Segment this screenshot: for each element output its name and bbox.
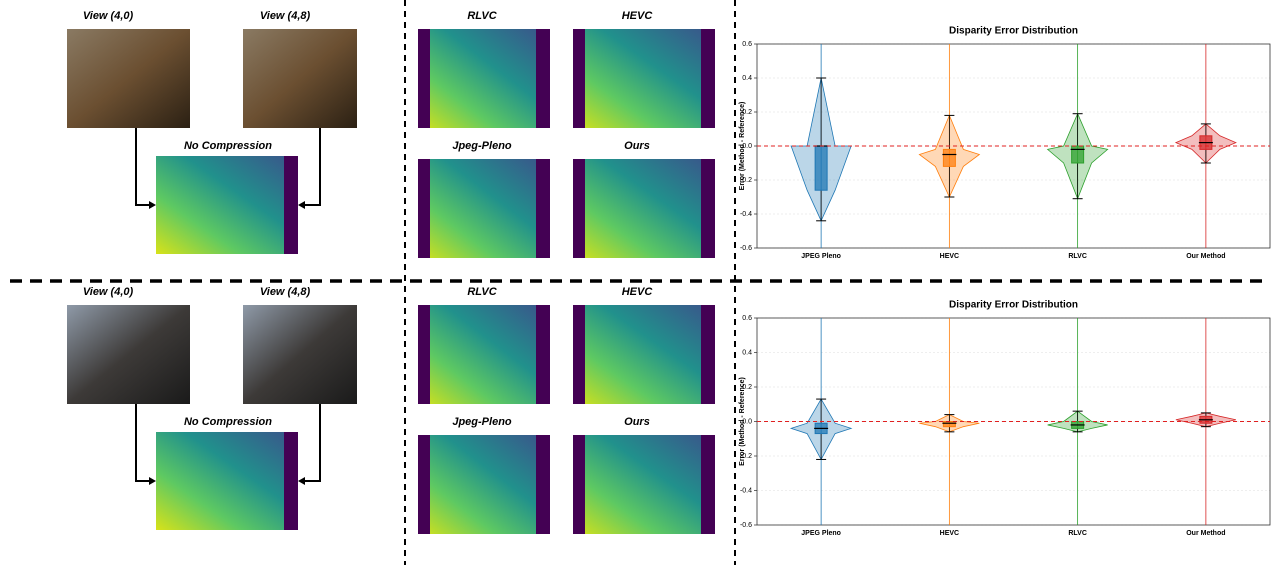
- box: [942, 148, 956, 167]
- x-tick-label: Our Method: [1186, 253, 1225, 260]
- view-image: [67, 305, 190, 404]
- map-border: [284, 432, 298, 530]
- x-tick-label: JPEG Pleno: [801, 530, 841, 537]
- y-tick-label: 0.2: [742, 109, 752, 116]
- map-border: [701, 305, 715, 404]
- y-tick-label: -0.4: [740, 487, 752, 494]
- arrow: [303, 404, 321, 482]
- map-border: [573, 159, 585, 258]
- y-axis-label: Error (Method - Reference): [739, 102, 746, 191]
- disparity-map: [573, 159, 715, 258]
- method-label: HEVC: [622, 10, 654, 22]
- map-border: [284, 156, 298, 254]
- map-border: [418, 435, 430, 534]
- disparity-map: [573, 29, 715, 128]
- y-tick-label: 0.4: [742, 75, 752, 82]
- map-border: [536, 435, 550, 534]
- x-tick-label: RLVC: [1068, 253, 1087, 260]
- y-tick-label: -0.4: [740, 211, 752, 218]
- arrow: [135, 128, 151, 206]
- disparity-map: [573, 305, 715, 404]
- box: [1071, 145, 1085, 164]
- method-label: RLVC: [467, 286, 497, 298]
- map-border: [573, 305, 585, 404]
- map-border: [701, 29, 715, 128]
- disparity-map: [156, 432, 298, 530]
- disparity-map: [418, 435, 548, 534]
- arrow: [303, 128, 321, 206]
- arrow-head: [298, 477, 305, 485]
- method-label: Jpeg-Pleno: [452, 140, 512, 152]
- disparity-map: [418, 159, 548, 258]
- view-image: [243, 29, 357, 128]
- method-label: HEVC: [622, 286, 654, 298]
- arrow: [135, 404, 151, 482]
- map-border: [536, 29, 550, 128]
- x-tick-label: HEVC: [940, 253, 959, 260]
- view-label: View (4,0): [83, 286, 134, 298]
- method-label: Jpeg-Pleno: [452, 416, 512, 428]
- method-label: Ours: [624, 140, 650, 152]
- map-border: [418, 159, 430, 258]
- disparity-map: [156, 156, 298, 254]
- x-tick-label: HEVC: [940, 530, 959, 537]
- y-tick-label: 0.2: [742, 384, 752, 391]
- map-border: [701, 435, 715, 534]
- y-tick-label: -0.2: [740, 177, 752, 184]
- map-border: [536, 159, 550, 258]
- y-tick-label: 0.6: [742, 315, 752, 322]
- chart-title: Disparity Error Distribution: [949, 300, 1078, 311]
- y-tick-label: 0.6: [742, 41, 752, 48]
- arrow-head: [149, 477, 156, 485]
- x-tick-label: RLVC: [1068, 530, 1087, 537]
- y-tick-label: 0.4: [742, 349, 752, 356]
- reference-label: No Compression: [184, 140, 272, 152]
- map-border: [573, 29, 585, 128]
- chart-title: Disparity Error Distribution: [949, 26, 1078, 37]
- map-border: [536, 305, 550, 404]
- y-axis-label: Error (Method - Reference): [739, 377, 746, 466]
- y-tick-label: 0.0: [742, 143, 752, 150]
- arrow-head: [298, 201, 305, 209]
- map-border: [701, 159, 715, 258]
- reference-label: No Compression: [184, 416, 272, 428]
- view-label: View (4,8): [260, 10, 311, 22]
- disparity-map: [418, 305, 548, 404]
- x-tick-label: JPEG Pleno: [801, 253, 841, 260]
- map-border: [418, 305, 430, 404]
- disparity-map: [418, 29, 548, 128]
- box: [942, 421, 956, 428]
- view-image: [243, 305, 357, 404]
- y-tick-label: -0.2: [740, 453, 752, 460]
- y-tick-label: -0.6: [740, 245, 752, 252]
- y-tick-label: -0.6: [740, 522, 752, 529]
- x-tick-label: Our Method: [1186, 530, 1225, 537]
- view-label: View (4,8): [260, 286, 311, 298]
- view-image: [67, 29, 190, 128]
- view-label: View (4,0): [83, 10, 134, 22]
- arrow-head: [149, 201, 156, 209]
- method-label: Ours: [624, 416, 650, 428]
- method-label: RLVC: [467, 10, 497, 22]
- y-tick-label: 0.0: [742, 418, 752, 425]
- map-border: [573, 435, 585, 534]
- box: [814, 145, 828, 191]
- disparity-map: [573, 435, 715, 534]
- map-border: [418, 29, 430, 128]
